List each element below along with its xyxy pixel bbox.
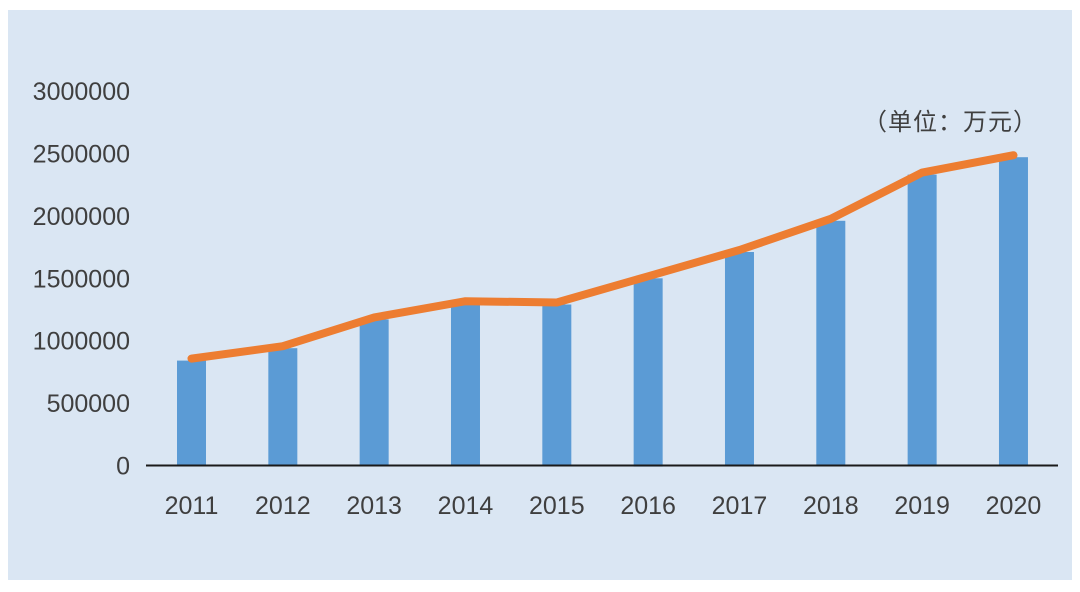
y-tick-label: 3000000 [33, 78, 130, 106]
bar-2014 [450, 303, 480, 467]
unit-label: （单位：万元） [863, 109, 1038, 136]
y-tick-label: 500000 [47, 390, 130, 418]
chart-panel-background [8, 10, 1072, 580]
x-tick-label: 2014 [438, 492, 494, 520]
x-tick-label: 2019 [894, 492, 950, 520]
x-tick-label: 2016 [620, 492, 676, 520]
x-tick-label: 2015 [529, 492, 585, 520]
x-tick-label: 2018 [803, 492, 859, 520]
y-tick-label: 2000000 [33, 203, 130, 231]
y-tick-label: 1000000 [33, 328, 130, 356]
bar-2013 [359, 319, 389, 467]
x-tick-label: 2020 [986, 492, 1042, 520]
trend-line [187, 151, 1018, 363]
bar-2012 [268, 348, 298, 467]
bar-2015 [542, 304, 572, 467]
bar-2018 [816, 220, 846, 467]
y-tick-label: 2500000 [33, 140, 130, 168]
bar-2019 [907, 174, 937, 467]
x-tick-label: 2011 [165, 492, 219, 520]
x-tick-label: 2012 [255, 492, 311, 520]
y-tick-label: 1500000 [33, 265, 130, 293]
x-tick-label: 2013 [346, 492, 402, 520]
bar-2016 [633, 278, 663, 467]
bar-2017 [724, 252, 754, 467]
bar-2020 [998, 157, 1028, 467]
y-tick-label: 0 [116, 453, 130, 481]
bar-2011 [177, 360, 206, 467]
x-tick-label: 2017 [712, 492, 768, 520]
